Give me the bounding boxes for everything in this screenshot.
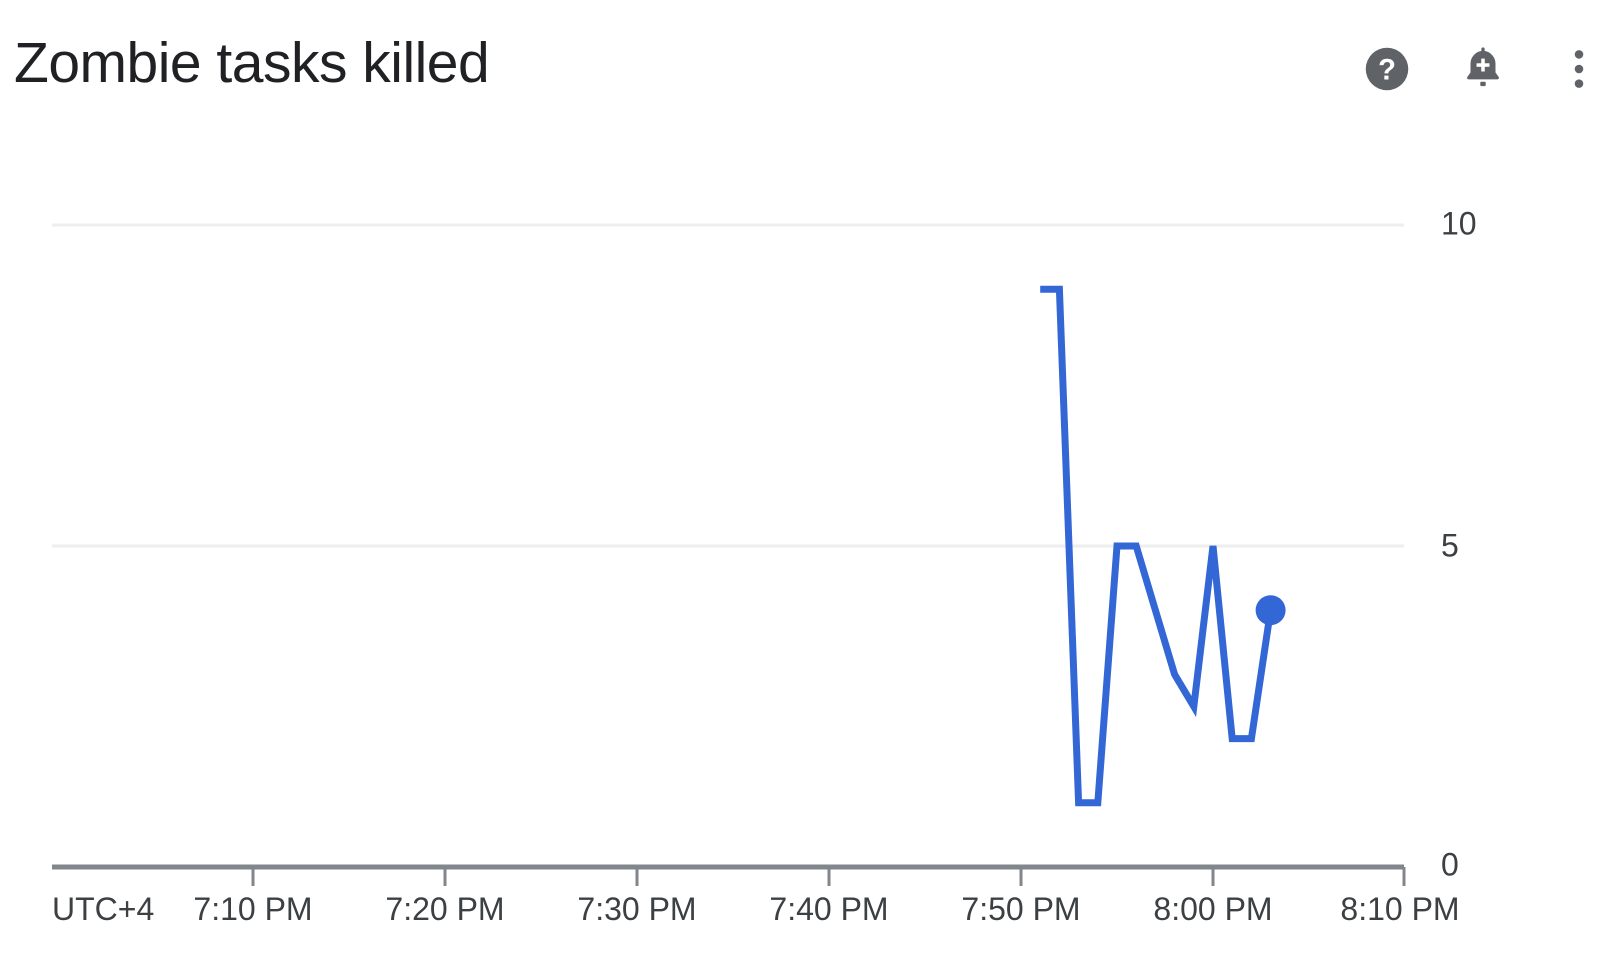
y-axis-labels: 10 5 0 xyxy=(1441,205,1477,882)
x-tick-label-720pm: 7:20 PM xyxy=(385,891,504,927)
x-tick-label-730pm: 7:30 PM xyxy=(577,891,696,927)
x-tick-label-750pm: 7:50 PM xyxy=(961,891,1080,927)
x-tick-label-810pm: 8:10 PM xyxy=(1340,891,1459,927)
add-alert-icon xyxy=(1458,44,1508,94)
series-end-point-marker[interactable] xyxy=(1255,595,1286,626)
add-alert-button[interactable] xyxy=(1454,40,1512,98)
header-action-bar: ? xyxy=(1358,40,1608,98)
y-tick-label-5: 5 xyxy=(1441,527,1459,563)
x-tick-label-800pm: 8:00 PM xyxy=(1153,891,1272,927)
x-tick-label-740pm: 7:40 PM xyxy=(769,891,888,927)
x-axis-labels: UTC+4 7:10 PM 7:20 PM 7:30 PM 7:40 PM 7:… xyxy=(52,891,1460,927)
timezone-label: UTC+4 xyxy=(52,891,154,927)
help-button[interactable]: ? xyxy=(1358,40,1416,98)
help-icon: ? xyxy=(1362,44,1412,94)
y-tick-label-10: 10 xyxy=(1441,205,1477,241)
gridlines xyxy=(52,223,1404,548)
x-tick-label-710pm: 7:10 PM xyxy=(193,891,312,927)
svg-text:?: ? xyxy=(1378,54,1396,86)
y-tick-label-0: 0 xyxy=(1441,846,1459,882)
x-axis-ticks xyxy=(251,867,1406,886)
series-line-zombie-tasks-killed[interactable] xyxy=(1040,285,1275,807)
page-title: Zombie tasks killed xyxy=(14,31,490,95)
widget-header: Zombie tasks killed ? xyxy=(0,0,1620,150)
more-options-button[interactable] xyxy=(1550,40,1608,98)
more-vert-icon xyxy=(1554,44,1604,94)
